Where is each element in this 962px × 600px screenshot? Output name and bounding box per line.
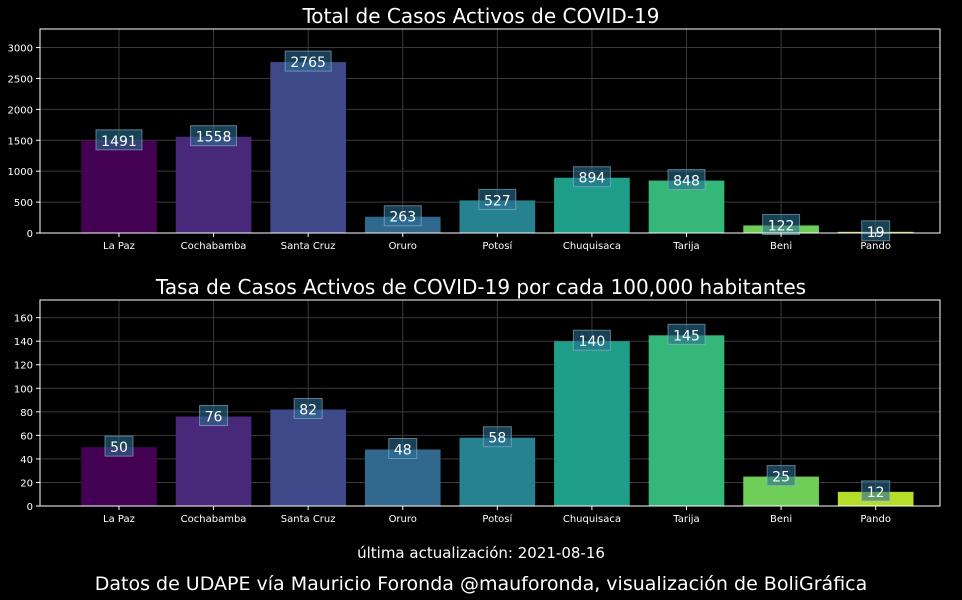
data-label: 527 (484, 193, 511, 209)
y-tick-label: 2500 (8, 74, 33, 85)
data-label: 25 (772, 470, 790, 486)
y-tick-label: 1000 (8, 167, 33, 178)
data-label-box (861, 220, 891, 242)
x-tick-label: Pando (860, 241, 891, 252)
y-tick-label: 3000 (8, 44, 33, 55)
x-tick-label: La Paz (103, 514, 135, 525)
data-label: 848 (673, 174, 700, 190)
data-label: 58 (488, 431, 506, 447)
data-label-box (95, 129, 143, 151)
data-label-box (190, 125, 238, 147)
credits: Datos de UDAPE vía Mauricio Foronda @mau… (94, 573, 868, 595)
data-label: 894 (579, 171, 606, 187)
data-label-box (482, 426, 512, 448)
y-tick-label: 40 (20, 455, 33, 466)
y-tick-label: 60 (20, 431, 33, 442)
data-label-box (284, 50, 332, 72)
y-tick-label: 20 (20, 478, 33, 489)
data-label-box (572, 166, 611, 188)
data-label: 76 (205, 410, 223, 426)
y-tick-label: 0 (27, 502, 33, 513)
bar-la-paz (81, 447, 157, 506)
data-label-box (199, 405, 229, 427)
bar-cochabamba (175, 416, 252, 506)
bar-cochabamba (175, 136, 252, 233)
data-label: 263 (389, 210, 416, 226)
axes-frame (39, 28, 941, 234)
data-label-box (766, 465, 796, 487)
data-label: 12 (867, 485, 885, 501)
bar-la-paz (81, 140, 157, 233)
data-label: 50 (110, 440, 128, 456)
data-label-box (293, 397, 323, 419)
x-tick-label: Tarija (672, 241, 699, 252)
chart-title-total: Total de Casos Activos de COVID-19 (302, 4, 660, 28)
y-tick-label: 0 (27, 229, 33, 240)
bar-santa-cruz (270, 409, 346, 506)
y-tick-label: 140 (14, 337, 33, 348)
x-tick-label: La Paz (103, 241, 135, 252)
x-tick-label: Cochabamba (181, 514, 247, 525)
bar-potosí (459, 437, 536, 506)
data-label: 82 (299, 402, 317, 418)
y-tick-label: 100 (14, 384, 33, 395)
x-tick-label: Beni (770, 241, 792, 252)
x-tick-label: Chuquisaca (563, 514, 621, 525)
data-label-box (861, 480, 891, 502)
data-label-box (667, 323, 706, 345)
data-label: 1491 (101, 134, 137, 150)
data-label: 1558 (196, 130, 232, 146)
x-tick-label: Cochabamba (181, 241, 247, 252)
data-label-box (104, 435, 134, 457)
bar-chuquisaca (554, 341, 630, 506)
x-tick-label: Chuquisaca (563, 241, 621, 252)
x-tick-label: Beni (770, 514, 792, 525)
y-tick-label: 120 (14, 361, 33, 372)
axes-frame (39, 299, 941, 507)
x-tick-label: Potosí (482, 240, 513, 252)
y-tick-label: 160 (14, 314, 33, 325)
data-label: 122 (768, 218, 795, 234)
y-tick-label: 80 (20, 408, 33, 419)
y-tick-label: 1500 (8, 136, 33, 147)
bar-tarija (648, 335, 725, 506)
x-tick-label: Potosí (482, 513, 513, 525)
x-tick-label: Santa Cruz (281, 241, 336, 252)
chart-title-rate: Tasa de Casos Activos de COVID-19 por ca… (155, 275, 807, 299)
bar-santa-cruz (270, 62, 346, 234)
data-label: 145 (673, 328, 700, 344)
x-tick-label: Oruro (389, 514, 417, 525)
y-tick-label: 2000 (8, 105, 33, 116)
last-updated: última actualización: 2021-08-16 (357, 544, 605, 562)
data-label-box (388, 437, 418, 459)
x-tick-label: Pando (860, 514, 891, 525)
data-label: 140 (579, 334, 606, 350)
data-label-box (572, 329, 611, 351)
x-tick-label: Santa Cruz (281, 514, 336, 525)
data-label-box (478, 188, 517, 210)
x-tick-label: Oruro (389, 241, 417, 252)
y-tick-label: 500 (14, 198, 33, 209)
x-tick-label: Tarija (672, 514, 699, 525)
data-label-box (383, 205, 422, 227)
data-label-box (667, 169, 706, 191)
data-label: 48 (394, 442, 412, 458)
data-label: 2765 (290, 55, 326, 71)
